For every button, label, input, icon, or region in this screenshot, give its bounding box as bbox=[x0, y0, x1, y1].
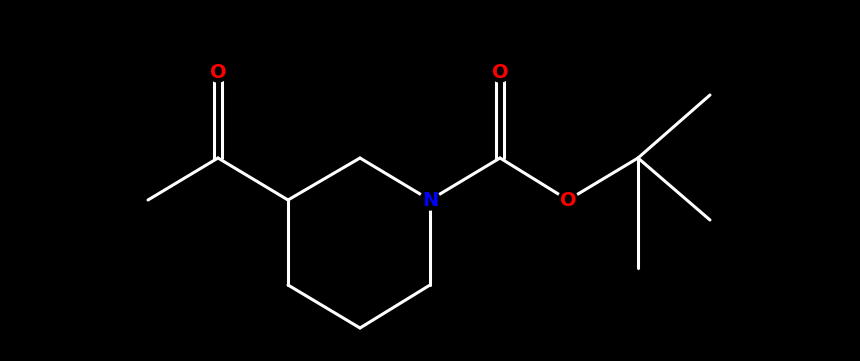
Text: O: O bbox=[560, 191, 576, 209]
Circle shape bbox=[490, 62, 510, 82]
Circle shape bbox=[558, 190, 578, 210]
Circle shape bbox=[208, 62, 228, 82]
Text: O: O bbox=[210, 62, 226, 82]
Circle shape bbox=[420, 190, 440, 210]
Text: O: O bbox=[492, 62, 508, 82]
Text: N: N bbox=[422, 191, 438, 209]
